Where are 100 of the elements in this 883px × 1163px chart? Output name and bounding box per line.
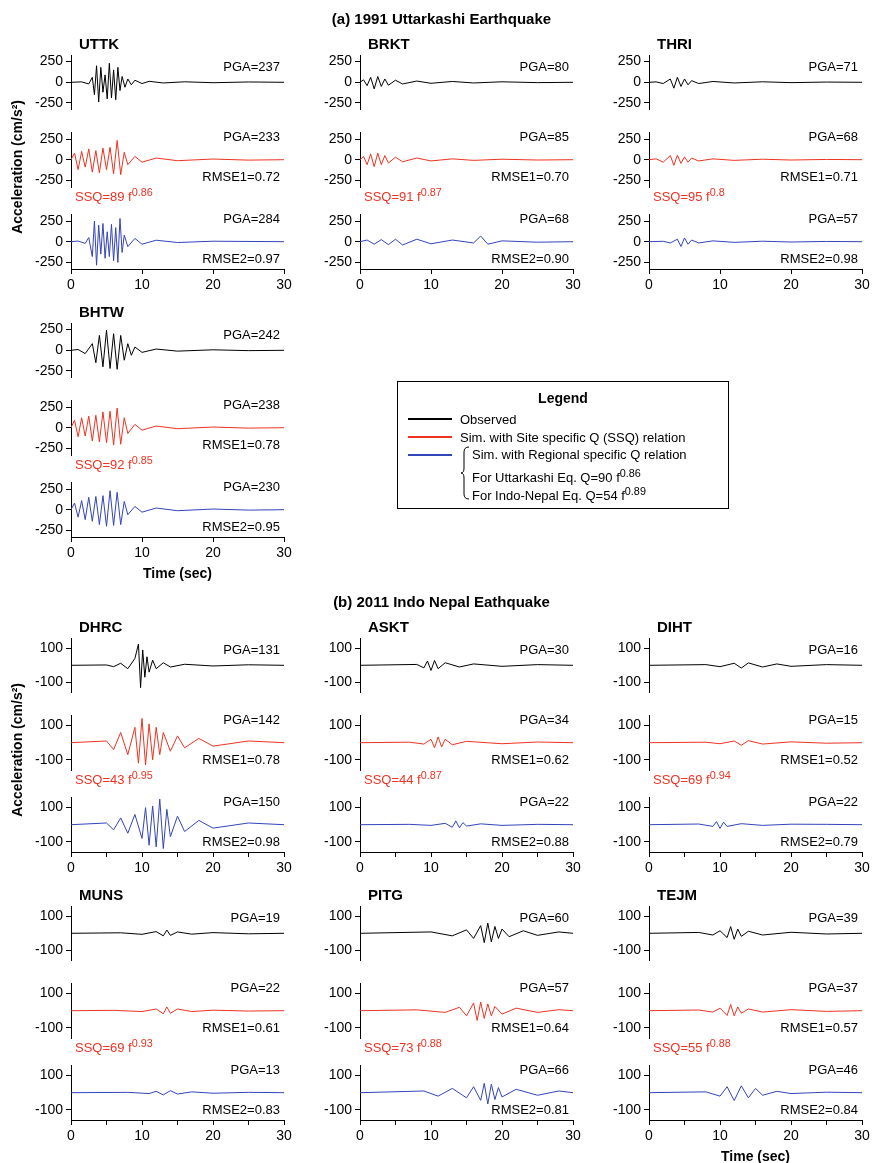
y-tick-label: 0: [633, 150, 642, 167]
x-tick-label: 20: [783, 276, 799, 293]
annotation: PGA=60: [519, 910, 569, 925]
y-tick-label: -250: [612, 93, 642, 110]
legend-label: Sim. with Site specific Q (SSQ) relation: [460, 429, 686, 445]
x-tick-label: 10: [712, 1127, 728, 1144]
y-tick-label: 100: [328, 716, 353, 733]
y-tick-label: -100: [34, 832, 64, 849]
y-tick-label: 100: [617, 716, 642, 733]
annotation: PGA=71: [808, 59, 858, 74]
annotation: PGA=66: [519, 1062, 569, 1077]
x-tick-label: 30: [565, 276, 581, 293]
chart-title: THRI: [657, 35, 692, 53]
y-tick-label: -250: [612, 171, 642, 188]
y-tick-label: -100: [612, 750, 642, 767]
x-tick-label: 20: [783, 859, 799, 876]
annotation: PGA=19: [230, 910, 280, 925]
y-tick-label: -100: [323, 1100, 353, 1117]
y-tick-label: 250: [39, 211, 64, 228]
x-tick-label: 0: [67, 1127, 76, 1144]
annotation: PGA=22: [230, 980, 280, 995]
y-tick-label: -100: [323, 941, 353, 958]
y-tick-label: 0: [55, 500, 64, 517]
x-tick-label: 0: [645, 1127, 654, 1144]
x-tick-label: 30: [276, 276, 292, 293]
annotation: PGA=237: [223, 59, 280, 74]
annotation: SSQ=55 f$^{0.88}$: [653, 1036, 731, 1056]
y-tick-label: 100: [39, 907, 64, 924]
annotation: SSQ=95 f$^{0.8}$: [653, 185, 725, 205]
annotation: SSQ=89 f$^{0.86}$: [75, 185, 153, 205]
text: For Indo-Nepal Eq. Q=54 f$^{0.89}$: [472, 485, 646, 504]
y-tick-label: 0: [633, 73, 642, 90]
chart-title: BHTW: [79, 303, 124, 321]
legend-label: Observed: [460, 411, 517, 427]
y-tick-label: 0: [55, 150, 64, 167]
y-tick-label: -100: [612, 832, 642, 849]
x-tick-label: 10: [134, 544, 150, 561]
y-tick-label: -100: [323, 750, 353, 767]
annotation: RMSE2=0.79: [780, 834, 858, 849]
chart-title: MUNS: [79, 886, 124, 904]
y-tick-label: 100: [39, 716, 64, 733]
x-tick-label: 10: [423, 859, 439, 876]
annotation: PGA=230: [223, 479, 280, 494]
y-tick-label: -100: [612, 673, 642, 690]
y-tick-label: 100: [39, 984, 64, 1001]
annotation: PGA=15: [808, 712, 858, 727]
annotation: RMSE1=0.78: [202, 752, 280, 767]
x-tick-label: 20: [205, 544, 221, 561]
x-tick-label: 30: [565, 1127, 581, 1144]
y-tick-label: 250: [39, 320, 64, 337]
y-tick-label: -100: [323, 832, 353, 849]
x-tick-label: 20: [205, 859, 221, 876]
text: For Uttarkashi Eq. Q=90 f$^{0.86}$: [472, 466, 642, 486]
text: (a) 1991 Uttarkashi Earthquake: [330, 10, 553, 27]
x-axis-title: Time (sec): [143, 565, 212, 582]
annotation: PGA=85: [519, 129, 569, 144]
annotation: PGA=238: [223, 397, 280, 412]
x-tick-label: 0: [67, 859, 76, 876]
annotation: RMSE1=0.57: [780, 1020, 858, 1035]
text: Legend: [537, 390, 589, 406]
annotation: RMSE2=0.98: [780, 251, 858, 266]
x-tick-label: 0: [645, 859, 654, 876]
chart-title: BRKT: [368, 35, 410, 53]
y-tick-label: -100: [612, 941, 642, 958]
annotation: PGA=22: [519, 794, 569, 809]
x-tick-label: 30: [276, 1127, 292, 1144]
annotation: RMSE2=0.83: [202, 1102, 280, 1117]
y-tick-label: 0: [633, 232, 642, 249]
x-tick-label: 20: [205, 276, 221, 293]
x-tick-label: 20: [783, 1127, 799, 1144]
annotation: PGA=39: [808, 910, 858, 925]
x-tick-label: 30: [565, 859, 581, 876]
annotation: PGA=30: [519, 642, 569, 657]
y-tick-label: 250: [39, 52, 64, 69]
annotation: SSQ=69 f$^{0.93}$: [75, 1036, 153, 1056]
annotation: PGA=131: [223, 642, 280, 657]
annotation: RMSE1=0.52: [780, 752, 858, 767]
y-tick-label: -250: [34, 171, 64, 188]
annotation: PGA=150: [223, 794, 280, 809]
annotation: RMSE2=0.98: [202, 834, 280, 849]
y-tick-label: 0: [55, 73, 64, 90]
y-tick-label: 0: [55, 341, 64, 358]
y-tick-label: 250: [328, 129, 353, 146]
x-tick-label: 20: [494, 1127, 510, 1144]
y-tick-label: 250: [39, 479, 64, 496]
chart-title: DHRC: [79, 618, 123, 636]
x-tick-label: 30: [276, 859, 292, 876]
annotation: RMSE2=0.81: [491, 1102, 569, 1117]
x-tick-label: 20: [205, 1127, 221, 1144]
chart-title: DIHT: [657, 618, 692, 636]
annotation: SSQ=91 f$^{0.87}$: [364, 185, 442, 205]
y-tick-label: 250: [39, 129, 64, 146]
text: (b) 2011 Indo Nepal Eathquake: [332, 593, 551, 610]
y-tick-label: 250: [617, 129, 642, 146]
x-tick-label: 10: [712, 859, 728, 876]
x-tick-label: 10: [423, 276, 439, 293]
y-tick-label: 100: [39, 798, 64, 815]
annotation: RMSE1=0.72: [202, 169, 280, 184]
annotation: SSQ=43 f$^{0.95}$: [75, 768, 153, 788]
x-tick-label: 30: [854, 276, 870, 293]
